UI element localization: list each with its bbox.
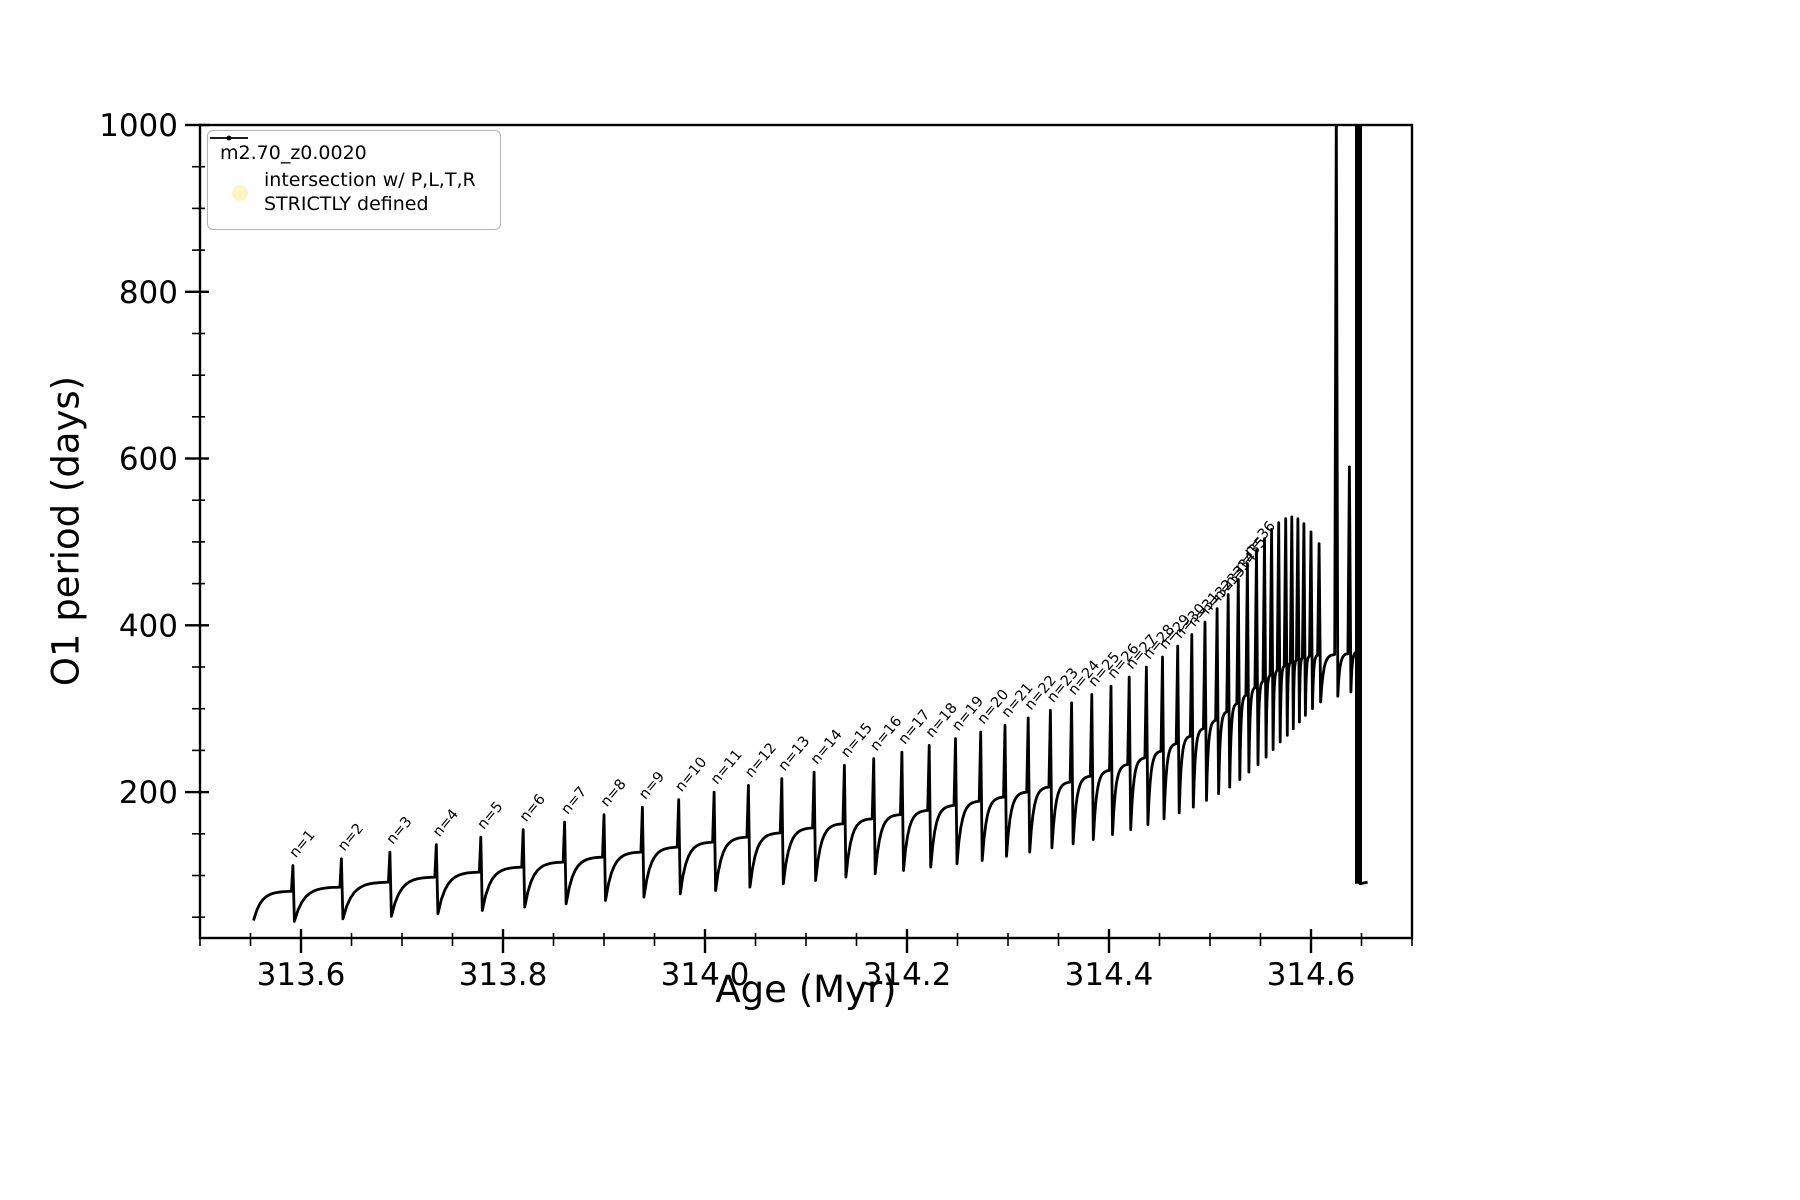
x-tick-label: 313.8 <box>459 957 548 993</box>
legend-entry-series: m2.70_z0.0020 <box>210 135 482 166</box>
spike-label: n=1 <box>287 827 319 861</box>
plot-border <box>198 123 1414 940</box>
x-axis-label: Age (Myr) <box>715 968 897 1011</box>
legend-series2-label: intersection w/ P,L,T,R STRICTLY defined <box>264 169 476 217</box>
legend-series2-line2: STRICTLY defined <box>264 192 429 215</box>
y-tick-label: 1000 <box>99 108 178 144</box>
spike-label: n=12 <box>742 740 780 781</box>
y-tick-label: 600 <box>119 442 178 478</box>
spike-label: n=8 <box>598 776 630 810</box>
spike-label: n=2 <box>335 821 367 855</box>
legend: m2.70_z0.0020 intersection w/ P,L,T,R ST… <box>207 130 501 231</box>
x-tick-label: 314.2 <box>863 957 952 993</box>
circle-marker-icon <box>232 184 248 201</box>
y-tick-label: 800 <box>119 275 178 311</box>
legend-series1-label: m2.70_z0.0020 <box>220 142 367 164</box>
spike-label: n=5 <box>475 799 507 833</box>
spike-label: n=11 <box>708 747 746 788</box>
spike-label: n=7 <box>558 784 590 818</box>
x-tick-label: 313.6 <box>257 957 346 993</box>
x-tick-label: 314.6 <box>1267 957 1356 993</box>
legend-series2-line1: intersection w/ P,L,T,R <box>264 168 476 191</box>
line-marker-icon <box>210 135 248 141</box>
y-tick-label: 200 <box>119 775 178 811</box>
spike-label: n=4 <box>430 806 462 840</box>
spike-label: n=13 <box>776 734 814 775</box>
x-tick-label: 314.4 <box>1065 957 1154 993</box>
spike-label: n=3 <box>384 814 416 848</box>
y-tick-label: 400 <box>119 608 178 644</box>
spike-label: n=6 <box>517 791 549 825</box>
y-axis-label: O1 period (days) <box>44 375 88 687</box>
legend-entry-intersection: intersection w/ P,L,T,R STRICTLY defined <box>220 169 482 217</box>
x-tick-label: 314.0 <box>661 957 750 993</box>
series-curve <box>252 124 1368 923</box>
spike-label: n=9 <box>636 769 668 803</box>
spike-label: n=10 <box>673 754 711 795</box>
